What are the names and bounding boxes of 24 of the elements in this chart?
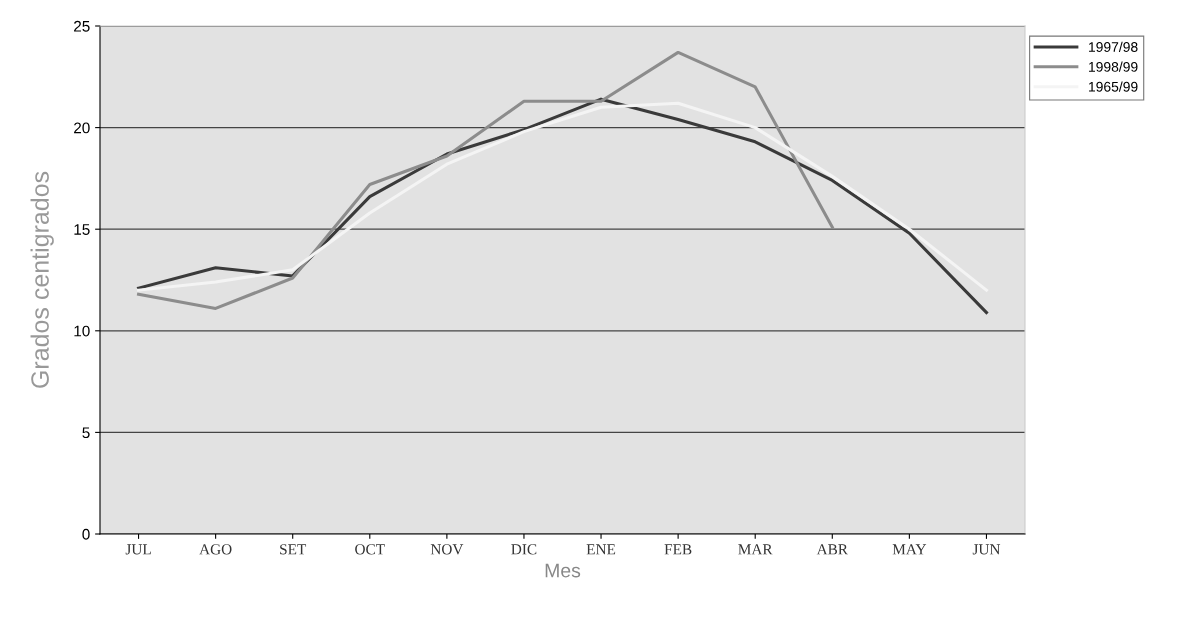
x-tick-label: NOV [430,544,464,555]
x-axis-title: Mes [545,563,581,578]
y-tick-label: 20 [74,122,90,134]
y-tick-label: 0 [82,528,90,540]
x-tick-label: ABR [816,544,848,555]
y-tick-label: 15 [74,224,90,235]
x-tick-label: AGO [199,544,232,555]
x-tick-label: MAY [892,544,927,555]
x-tick-label: FEB [664,544,692,555]
legend-label: 1965/99 [1089,81,1138,92]
x-tick-label: OCT [355,544,385,555]
x-tick-label: JUN [972,544,1001,555]
y-tick-label: 5 [82,427,90,439]
legend-label: 1998/99 [1089,61,1138,72]
x-tick-label: MAR [738,544,773,555]
y-tick-label: 10 [74,325,90,337]
x-tick-label: SET [280,544,307,555]
y-axis-title: Grados centigrados [30,171,54,388]
legend-label: 1997/98 [1089,41,1138,52]
line-series [137,50,834,310]
x-tick-label: ENE [586,544,616,555]
y-tick-label: 25 [74,20,90,32]
x-tick-label: DIC [511,544,537,555]
x-tick-label: JUL [125,544,151,555]
